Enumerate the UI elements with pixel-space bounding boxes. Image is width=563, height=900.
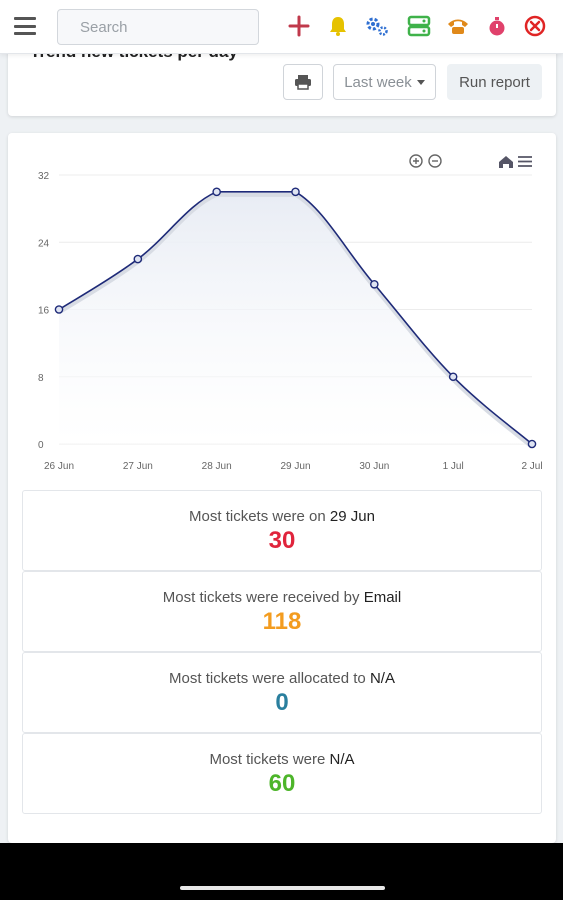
stat-label: Most tickets were received by Email xyxy=(23,589,541,606)
data-point[interactable] xyxy=(370,279,379,289)
stat-box: Most tickets were on 29 Jun 30 xyxy=(22,490,542,571)
data-point[interactable] xyxy=(54,305,64,314)
run-report-button[interactable]: Run report xyxy=(447,64,542,100)
stat-value: 60 xyxy=(268,770,296,797)
gears-icon[interactable] xyxy=(364,13,390,39)
stat-label: Most tickets were allocated to N/A xyxy=(23,670,541,687)
stat-highlight: N/A xyxy=(369,670,395,687)
menu-icon[interactable] xyxy=(14,17,36,35)
zoom-out-icon[interactable] xyxy=(428,154,442,168)
data-point[interactable] xyxy=(448,372,458,382)
chart-menu-icon[interactable] xyxy=(518,156,532,167)
stat-label-text: Most tickets were received by xyxy=(162,589,360,606)
stat-label: Most tickets were N/A xyxy=(23,751,541,768)
stopwatch-icon[interactable] xyxy=(484,13,510,39)
y-tick-label: 32 xyxy=(38,171,50,182)
home-icon[interactable] xyxy=(499,156,513,168)
stat-label-text: Most tickets were allocated to xyxy=(169,670,366,687)
y-tick-label: 0 xyxy=(38,440,44,451)
stat-box: Most tickets were received by Email 118 xyxy=(22,571,542,652)
stat-label-text: Most tickets were on xyxy=(189,508,326,525)
zoom-in-icon[interactable] xyxy=(409,154,423,168)
data-point[interactable] xyxy=(291,187,300,197)
stat-value: 118 xyxy=(262,608,302,635)
chart-card: 0 8 16 24 32 26 Jun 27 Jun 28 Jun 29 Jun 30 Jun 1 … xyxy=(8,133,556,843)
stat-box: Most tickets were N/A 60 xyxy=(22,733,542,814)
close-circle-icon[interactable] xyxy=(522,13,548,39)
system-nav-bar xyxy=(0,843,563,900)
data-point[interactable] xyxy=(133,254,143,264)
search-input[interactable] xyxy=(57,9,259,45)
stat-label-text: Most tickets were xyxy=(209,751,326,768)
stat-highlight: 29 Jun xyxy=(329,508,375,525)
series-area xyxy=(59,191,532,444)
y-tick-label: 16 xyxy=(38,306,50,317)
stat-highlight: N/A xyxy=(329,751,355,768)
stat-box: Most tickets were allocated to N/A 0 xyxy=(22,652,542,733)
caret-down-icon xyxy=(416,79,425,85)
phone-icon[interactable] xyxy=(445,13,471,39)
stat-label: Most tickets were on 29 Jun xyxy=(23,508,541,525)
top-bar xyxy=(0,0,563,54)
stat-value: 0 xyxy=(275,689,289,716)
bell-icon[interactable] xyxy=(325,13,351,39)
x-tick-label: 27 Jun xyxy=(123,461,153,472)
y-tick-label: 8 xyxy=(38,373,44,384)
stat-highlight: Email xyxy=(363,589,402,606)
data-point[interactable] xyxy=(527,439,537,449)
x-tick-label: 30 Jun xyxy=(359,461,389,472)
data-point[interactable] xyxy=(212,187,221,197)
servers-icon[interactable] xyxy=(406,13,432,39)
home-gesture-handle[interactable] xyxy=(180,886,385,890)
y-tick-label: 24 xyxy=(38,238,50,249)
trend-chart: 0 8 16 24 32 26 Jun 27 Jun 28 Jun 29 Jun 30 Jun 1 … xyxy=(38,154,543,472)
x-tick-label: 26 Jun xyxy=(44,461,74,472)
x-tick-label: 28 Jun xyxy=(202,461,232,472)
stat-value: 30 xyxy=(268,527,296,554)
print-button[interactable] xyxy=(283,64,323,100)
add-icon[interactable] xyxy=(286,13,312,39)
period-select[interactable]: Last week xyxy=(333,64,436,100)
x-tick-label: 1 Jul xyxy=(443,461,464,472)
x-tick-label: 2 Jul xyxy=(521,461,542,472)
x-tick-label: 29 Jun xyxy=(280,461,310,472)
period-select-value: Last week xyxy=(344,73,412,91)
print-icon xyxy=(295,75,311,90)
